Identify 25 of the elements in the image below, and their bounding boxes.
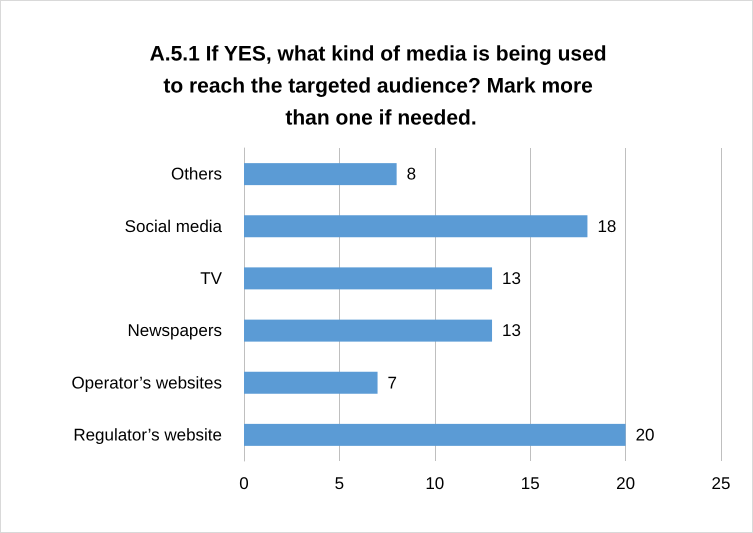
bar [244,320,492,342]
x-tick-label: 20 [616,474,636,493]
chart-title: A.5.1 If YES, what kind of media is being used to reach the targeted audience? Mark more than one if needed. [150,42,612,130]
x-tick-label: 0 [239,474,249,493]
y-tick-label: Operator’s websites [71,373,222,392]
data-label: 18 [597,216,616,236]
bar [244,163,397,186]
x-tick-label: 25 [712,474,730,493]
data-label: 7 [388,373,398,392]
y-tick-label: Regulator’s website [73,425,222,444]
bar [244,215,588,238]
y-tick-label: Social media [124,216,223,236]
data-label: 13 [502,268,521,288]
x-tick-label: 5 [334,474,344,493]
y-tick-label: Newspapers [128,321,222,340]
x-tick-label: 15 [520,474,540,493]
x-tick-label: 10 [425,474,444,493]
data-label: 8 [406,164,416,184]
bar [244,267,492,290]
data-label: 13 [502,321,521,340]
data-label: 20 [636,425,655,444]
y-tick-label: TV [200,268,223,288]
bar [244,424,626,446]
y-tick-label: Others [170,164,222,184]
bar [244,372,378,394]
